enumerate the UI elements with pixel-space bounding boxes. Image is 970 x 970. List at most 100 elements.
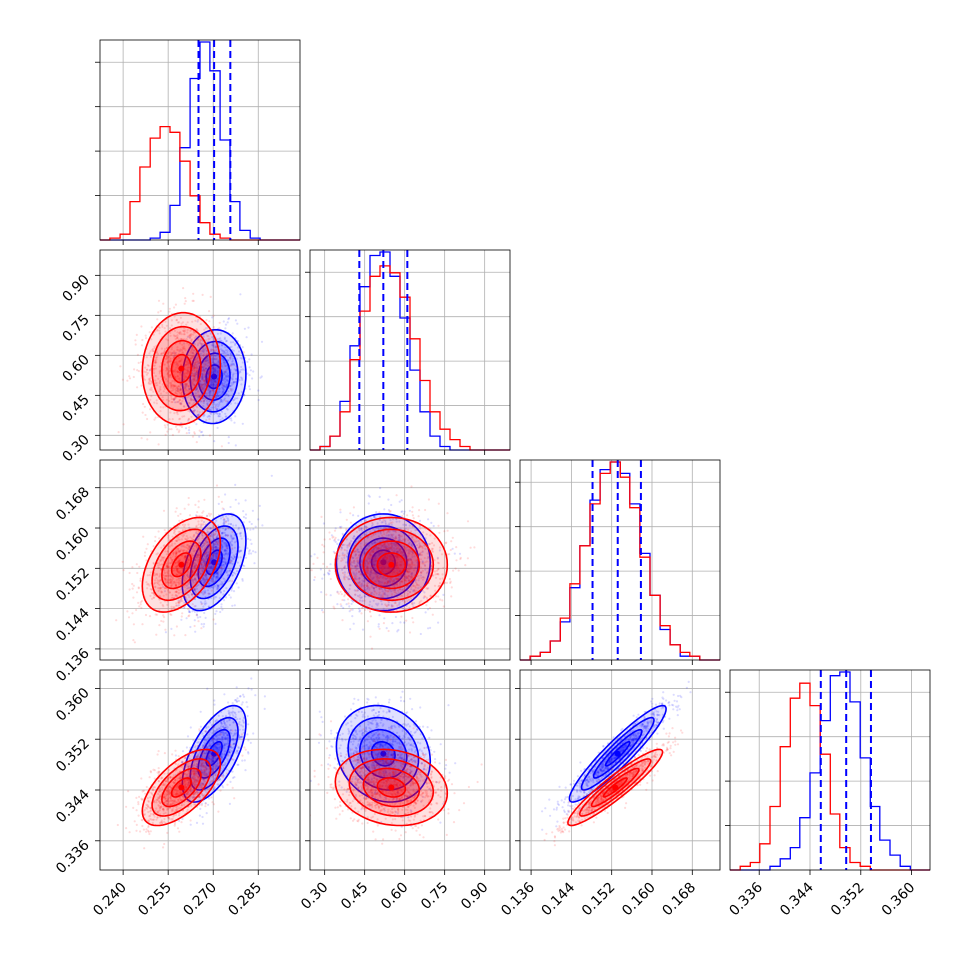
scatter-point — [193, 331, 196, 334]
scatter-point — [376, 546, 380, 549]
scatter-point — [190, 565, 193, 568]
scatter-point — [204, 573, 207, 576]
scatter-point — [168, 360, 171, 363]
scatter-point — [211, 367, 214, 370]
scatter-point — [353, 550, 356, 553]
scatter-point — [193, 374, 196, 377]
scatter-point — [202, 415, 205, 418]
scatter-point — [377, 535, 380, 538]
scatter-point — [179, 383, 182, 386]
scatter-point — [421, 589, 424, 592]
scatter-point — [202, 605, 205, 608]
scatter-point — [182, 388, 185, 391]
scatter-point — [192, 377, 196, 380]
scatter-point — [199, 600, 202, 604]
scatter-point — [148, 584, 151, 587]
scatter-point — [221, 390, 224, 393]
scatter-point — [360, 559, 363, 562]
scatter-point — [204, 574, 207, 578]
scatter-point — [187, 389, 190, 392]
scatter-point — [177, 578, 180, 581]
scatter-point — [375, 549, 378, 553]
scatter-point — [377, 623, 380, 626]
scatter-point — [360, 596, 363, 599]
scatter-point — [202, 576, 205, 579]
scatter-point — [173, 397, 176, 401]
scatter-point — [202, 405, 205, 408]
scatter-point — [224, 346, 227, 349]
scatter-point — [157, 580, 160, 583]
scatter-point — [201, 566, 204, 570]
scatter-point — [392, 579, 395, 582]
scatter-point — [177, 530, 180, 533]
scatter-point — [199, 386, 202, 389]
scatter-point — [209, 531, 212, 534]
marginal-panel-3 — [725, 669, 931, 871]
scatter-point — [182, 333, 185, 336]
scatter-point — [179, 569, 182, 572]
scatter-point — [199, 380, 202, 383]
scatter-point — [190, 371, 194, 375]
scatter-point — [417, 546, 420, 549]
scatter-point — [181, 523, 184, 526]
scatter-point — [186, 362, 189, 365]
scatter-point — [191, 351, 194, 354]
scatter-point — [367, 494, 370, 497]
scatter-point — [164, 575, 168, 578]
scatter-point — [144, 334, 147, 337]
scatter-point — [341, 552, 344, 555]
scatter-point — [225, 375, 228, 379]
scatter-point — [196, 556, 199, 559]
scatter-point — [214, 380, 217, 383]
scatter-point — [176, 400, 179, 404]
scatter-point — [214, 349, 217, 352]
scatter-point — [224, 327, 227, 330]
scatter-point — [224, 563, 227, 566]
scatter-point — [201, 570, 204, 573]
scatter-point — [222, 387, 225, 390]
scatter-point — [191, 365, 194, 368]
scatter-point — [223, 565, 226, 568]
scatter-point — [162, 556, 165, 560]
scatter-point — [438, 549, 441, 552]
scatter-point — [167, 566, 170, 569]
scatter-point — [178, 350, 181, 353]
scatter-point — [174, 533, 177, 536]
scatter-point — [203, 592, 206, 595]
scatter-point — [230, 559, 233, 562]
panel-frame — [99, 249, 301, 451]
scatter-point — [421, 576, 425, 579]
scatter-point — [202, 434, 205, 437]
scatter-point — [164, 433, 167, 436]
scatter-point — [173, 329, 177, 332]
scatter-point — [138, 565, 141, 568]
scatter-point — [158, 390, 161, 393]
scatter-point — [160, 590, 163, 593]
scatter-point — [408, 606, 411, 609]
scatter-point — [204, 576, 207, 579]
scatter-point — [209, 586, 212, 589]
scatter-point — [230, 535, 233, 538]
scatter-point — [157, 564, 160, 567]
scatter-point — [251, 509, 254, 512]
scatter-point — [209, 579, 212, 582]
scatter-point — [378, 582, 381, 585]
scatter-point — [398, 603, 401, 606]
scatter-point — [410, 543, 413, 546]
scatter-point — [206, 586, 209, 589]
scatter-point — [187, 405, 190, 408]
scatter-point — [240, 357, 243, 360]
scatter-point — [374, 532, 377, 536]
scatter-point — [188, 431, 191, 434]
scatter-point — [174, 303, 177, 306]
scatter-point — [184, 363, 187, 366]
scatter-point — [182, 405, 185, 408]
scatter-point — [202, 577, 205, 580]
scatter-point — [209, 567, 213, 570]
scatter-point — [377, 526, 380, 530]
scatter-point — [209, 559, 212, 562]
scatter-point — [192, 579, 195, 582]
scatter-point — [353, 572, 356, 576]
scatter-point — [393, 549, 396, 552]
scatter-point — [162, 385, 166, 389]
